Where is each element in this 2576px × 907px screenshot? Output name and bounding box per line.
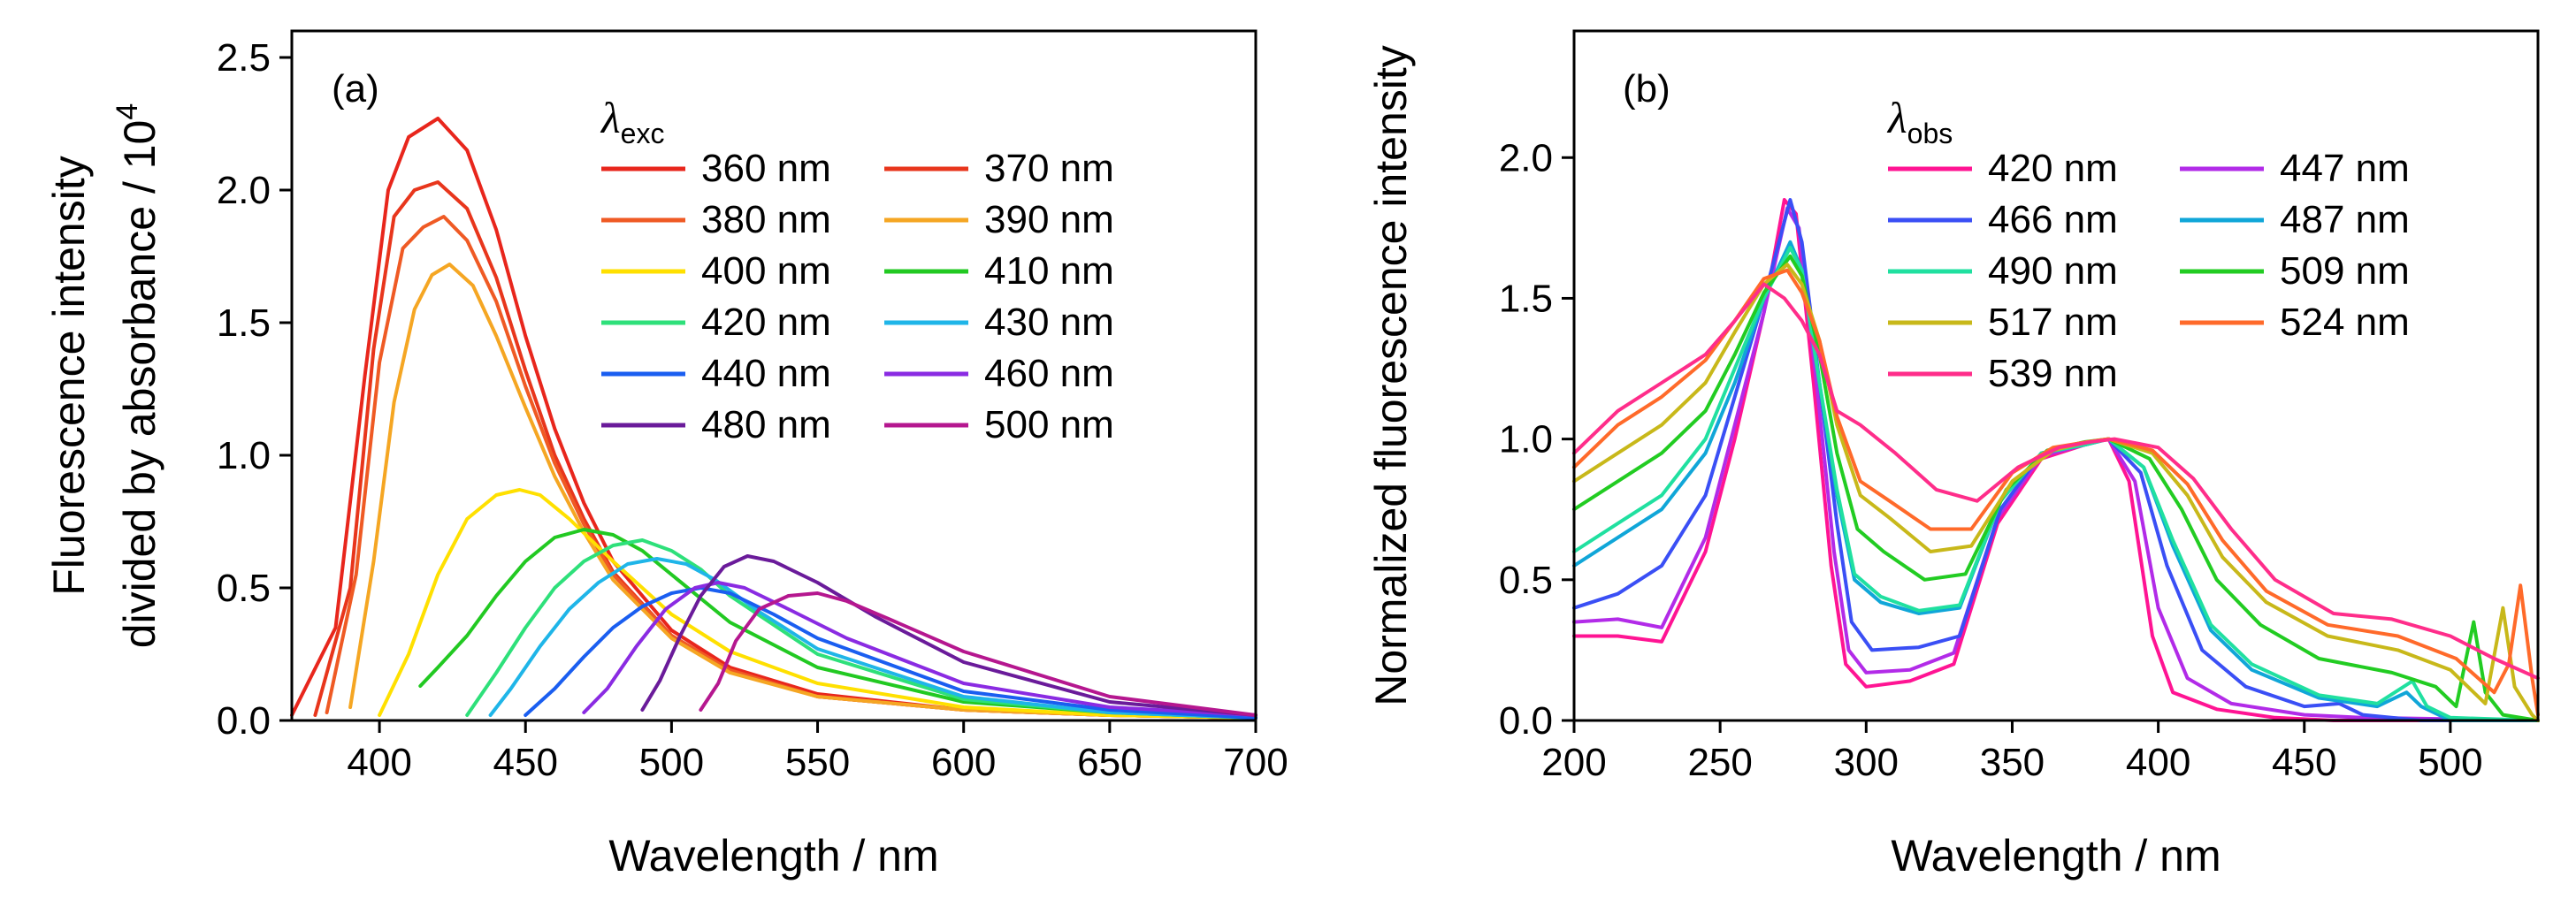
panel-b-legend-label: 517 nm bbox=[1988, 301, 2118, 344]
panel-b-legend-label: 490 nm bbox=[1988, 249, 2118, 293]
panel-b-legend-label: 447 nm bbox=[2280, 147, 2410, 190]
panel-b-legend-label: 509 nm bbox=[2280, 249, 2410, 293]
panel-b-legend-label: 420 nm bbox=[1988, 147, 2118, 190]
panel-b-legend-lambda: λ bbox=[1886, 93, 1907, 142]
panel-a-legend-title: λexc bbox=[600, 93, 664, 149]
panel-a-x-axis-label: Wavelength / nm bbox=[608, 831, 938, 880]
panel-b-x-tick-label: 450 bbox=[2272, 741, 2336, 784]
panel-b-series-539-nm bbox=[1572, 282, 2540, 681]
panel-b-legend-title: λobs bbox=[1886, 93, 1953, 149]
panel-b-x-tick-label: 350 bbox=[1980, 741, 2045, 784]
panel-a-legend-label: 440 nm bbox=[701, 352, 831, 395]
panel-b-y-tick-label: 2.0 bbox=[1499, 136, 1553, 179]
panel-a-y-axis-label-main: divided by absorbance / 10 bbox=[115, 120, 164, 649]
panel-b-y-axis-label: Normalized fluorescence intensity bbox=[1366, 45, 1416, 706]
panel-b-x-axis-label: Wavelength / nm bbox=[1891, 831, 2221, 880]
panel-b-legend-label: 487 nm bbox=[2280, 198, 2410, 241]
panel-a-legend-label: 460 nm bbox=[984, 352, 1114, 395]
panel-b-label: (b) bbox=[1623, 67, 1670, 111]
panel-a-label: (a) bbox=[332, 67, 379, 111]
panel-b-y-tick-label: 0.0 bbox=[1499, 699, 1553, 743]
panel-a-legend-label: 390 nm bbox=[984, 198, 1114, 241]
panel-a-series-440-nm bbox=[524, 586, 1257, 720]
panel-b-series-466-nm bbox=[1572, 198, 2540, 722]
panel-a-series-480-nm bbox=[640, 554, 1257, 717]
panel-a-legend-label: 430 nm bbox=[984, 301, 1114, 344]
panel-a-legend: 360 nm 370 nm 380 nm 390 nm 400 nm 410 nm 420 … bbox=[601, 147, 1114, 446]
panel-b-x-tick-label: 400 bbox=[2126, 741, 2190, 784]
panel-a-x-tick-label: 700 bbox=[1223, 741, 1288, 784]
panel-b-y-tick-label: 1.0 bbox=[1499, 418, 1553, 461]
panel-b-x-tick-label: 300 bbox=[1834, 741, 1899, 784]
panel-a-legend-label: 410 nm bbox=[984, 249, 1114, 293]
panel-a-y-tick-label: 2.5 bbox=[217, 36, 271, 80]
panel-a-series-420-nm bbox=[465, 538, 1257, 720]
panel-b-x-tick-label: 200 bbox=[1541, 741, 1606, 784]
panel-a-y-tick-label: 2.0 bbox=[217, 169, 271, 212]
panel-a-legend-label: 360 nm bbox=[701, 147, 831, 190]
panel-a-x-tick-label: 650 bbox=[1077, 741, 1142, 784]
panel-b-x-tick-label: 500 bbox=[2418, 741, 2482, 784]
panel-a-series-360-nm bbox=[290, 117, 1257, 720]
panel-b-plot-frame bbox=[1572, 29, 2540, 722]
panel-a-legend-label: 500 nm bbox=[984, 403, 1114, 446]
panel-b-series-group bbox=[1572, 198, 2540, 722]
panel-b-legend-label: 524 nm bbox=[2280, 301, 2410, 344]
panel-a-y-axis-label-line1: Fluorescence intensity bbox=[44, 156, 94, 595]
panel-b-legend-subscript: obs bbox=[1907, 118, 1953, 149]
panel-a-legend-label: 420 nm bbox=[701, 301, 831, 344]
panel-b-ticks-group: 200 250 300 350 400 450 500 0.0 0.5 1.0 1.5 2.0 bbox=[1499, 136, 2483, 784]
panel-a-series-400-nm bbox=[378, 488, 1257, 720]
panel-b-series-490-nm bbox=[1572, 246, 2540, 722]
panel-a-legend-label: 380 nm bbox=[701, 198, 831, 241]
panel-b-x-tick-label: 250 bbox=[1687, 741, 1752, 784]
panel-a-series-410-nm bbox=[418, 528, 1257, 720]
panel-a-y-tick-label: 0.0 bbox=[217, 699, 271, 743]
panel-a-x-tick-label: 600 bbox=[931, 741, 996, 784]
panel-a-y-axis-label-line2: divided by absorbance / 104 bbox=[111, 103, 164, 649]
panel-b-series-447-nm bbox=[1572, 206, 2540, 722]
panel-a-plot-frame bbox=[290, 29, 1257, 722]
panel-b: 200 250 300 350 400 450 500 0.0 0.5 1.0 1.5 2.0 (b)… bbox=[1366, 29, 2540, 880]
panel-a-y-axis-label-exponent: 4 bbox=[111, 103, 144, 120]
panel-a-x-tick-label: 550 bbox=[785, 741, 850, 784]
panel-b-y-tick-label: 0.5 bbox=[1499, 559, 1553, 602]
panel-b-legend: 420 nm 447 nm 466 nm 487 nm 490 nm 509 nm 517 … bbox=[1888, 147, 2410, 395]
panel-a-legend-label: 480 nm bbox=[701, 403, 831, 446]
panel-a-series-500-nm bbox=[699, 591, 1257, 717]
panel-a-legend-label: 400 nm bbox=[701, 249, 831, 293]
panel-a-x-tick-label: 450 bbox=[493, 741, 558, 784]
panel-a-y-tick-label: 1.0 bbox=[217, 434, 271, 477]
panel-a-legend-label: 370 nm bbox=[984, 147, 1114, 190]
panel-a-legend-lambda: λ bbox=[600, 93, 621, 142]
panel-a-x-tick-label: 400 bbox=[347, 741, 411, 784]
panel-b-series-420-nm bbox=[1572, 198, 2540, 722]
panel-a-series-460-nm bbox=[582, 581, 1257, 717]
panel-a-legend-subscript: exc bbox=[621, 118, 665, 149]
panel-b-y-tick-label: 1.5 bbox=[1499, 277, 1553, 320]
panel-a-ticks-group: 400 450 500 550 600 650 700 0.0 0.5 1.0 1.5 2.0 2.5 bbox=[217, 36, 1288, 784]
panel-a-series-group bbox=[290, 117, 1257, 720]
panel-b-legend-label: 539 nm bbox=[1988, 352, 2118, 395]
panel-a-x-tick-label: 500 bbox=[639, 741, 704, 784]
panel-a: 400 450 500 550 600 650 7000.00.51.01.52.02.5 … bbox=[44, 29, 1288, 880]
panel-b-legend-label: 466 nm bbox=[1988, 198, 2118, 241]
panel-a-series-430-nm bbox=[488, 557, 1257, 720]
panel-a-y-tick-label: 0.5 bbox=[217, 567, 271, 610]
panel-a-series-390-nm bbox=[348, 263, 1257, 720]
panel-a-y-tick-label: 1.5 bbox=[217, 301, 271, 345]
